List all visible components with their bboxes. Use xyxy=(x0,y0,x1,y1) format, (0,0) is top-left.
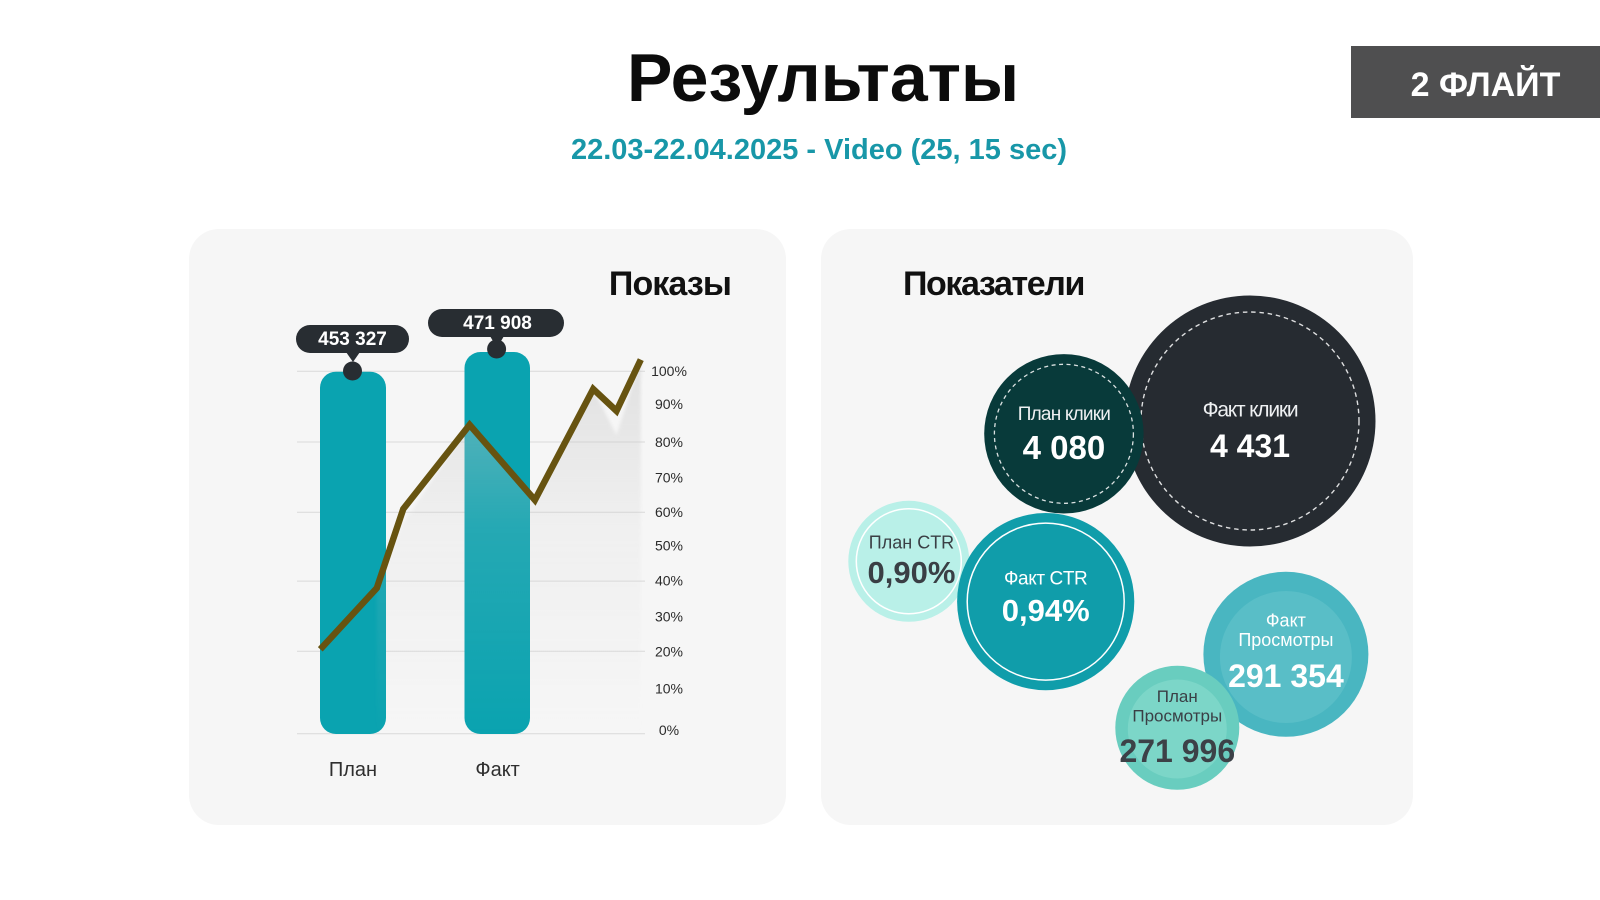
svg-text:10%: 10% xyxy=(655,681,683,697)
svg-text:Показы: Показы xyxy=(609,265,731,303)
svg-text:471 908: 471 908 xyxy=(463,313,532,334)
svg-text:271 996: 271 996 xyxy=(1119,733,1235,769)
svg-text:50%: 50% xyxy=(655,538,683,554)
svg-text:Просмотры: Просмотры xyxy=(1238,630,1333,650)
svg-text:453 327: 453 327 xyxy=(318,329,387,350)
svg-text:Факт: Факт xyxy=(475,759,519,781)
svg-text:Факт CTR: Факт CTR xyxy=(1004,569,1087,590)
svg-text:План клики: План клики xyxy=(1018,404,1110,425)
svg-text:90%: 90% xyxy=(655,396,683,412)
svg-text:Факт: Факт xyxy=(1266,611,1306,631)
svg-text:291 354: 291 354 xyxy=(1228,658,1344,694)
svg-text:70%: 70% xyxy=(655,470,683,486)
svg-text:План: План xyxy=(1157,687,1198,706)
svg-text:Показатели: Показатели xyxy=(903,265,1084,303)
svg-text:План: План xyxy=(329,759,377,781)
svg-text:30%: 30% xyxy=(655,609,683,625)
svg-text:100%: 100% xyxy=(651,363,687,379)
svg-text:80%: 80% xyxy=(655,434,683,450)
svg-text:Факт клики: Факт клики xyxy=(1203,399,1298,422)
svg-text:4 431: 4 431 xyxy=(1210,428,1290,464)
svg-text:0,90%: 0,90% xyxy=(868,555,956,590)
svg-text:60%: 60% xyxy=(655,504,683,520)
svg-text:40%: 40% xyxy=(655,573,683,589)
svg-text:Просмотры: Просмотры xyxy=(1132,706,1222,725)
svg-text:0%: 0% xyxy=(659,722,679,738)
svg-text:0,94%: 0,94% xyxy=(1002,593,1090,628)
svg-text:План CTR: План CTR xyxy=(869,533,954,553)
svg-text:4 080: 4 080 xyxy=(1023,429,1106,466)
svg-text:20%: 20% xyxy=(655,643,683,659)
